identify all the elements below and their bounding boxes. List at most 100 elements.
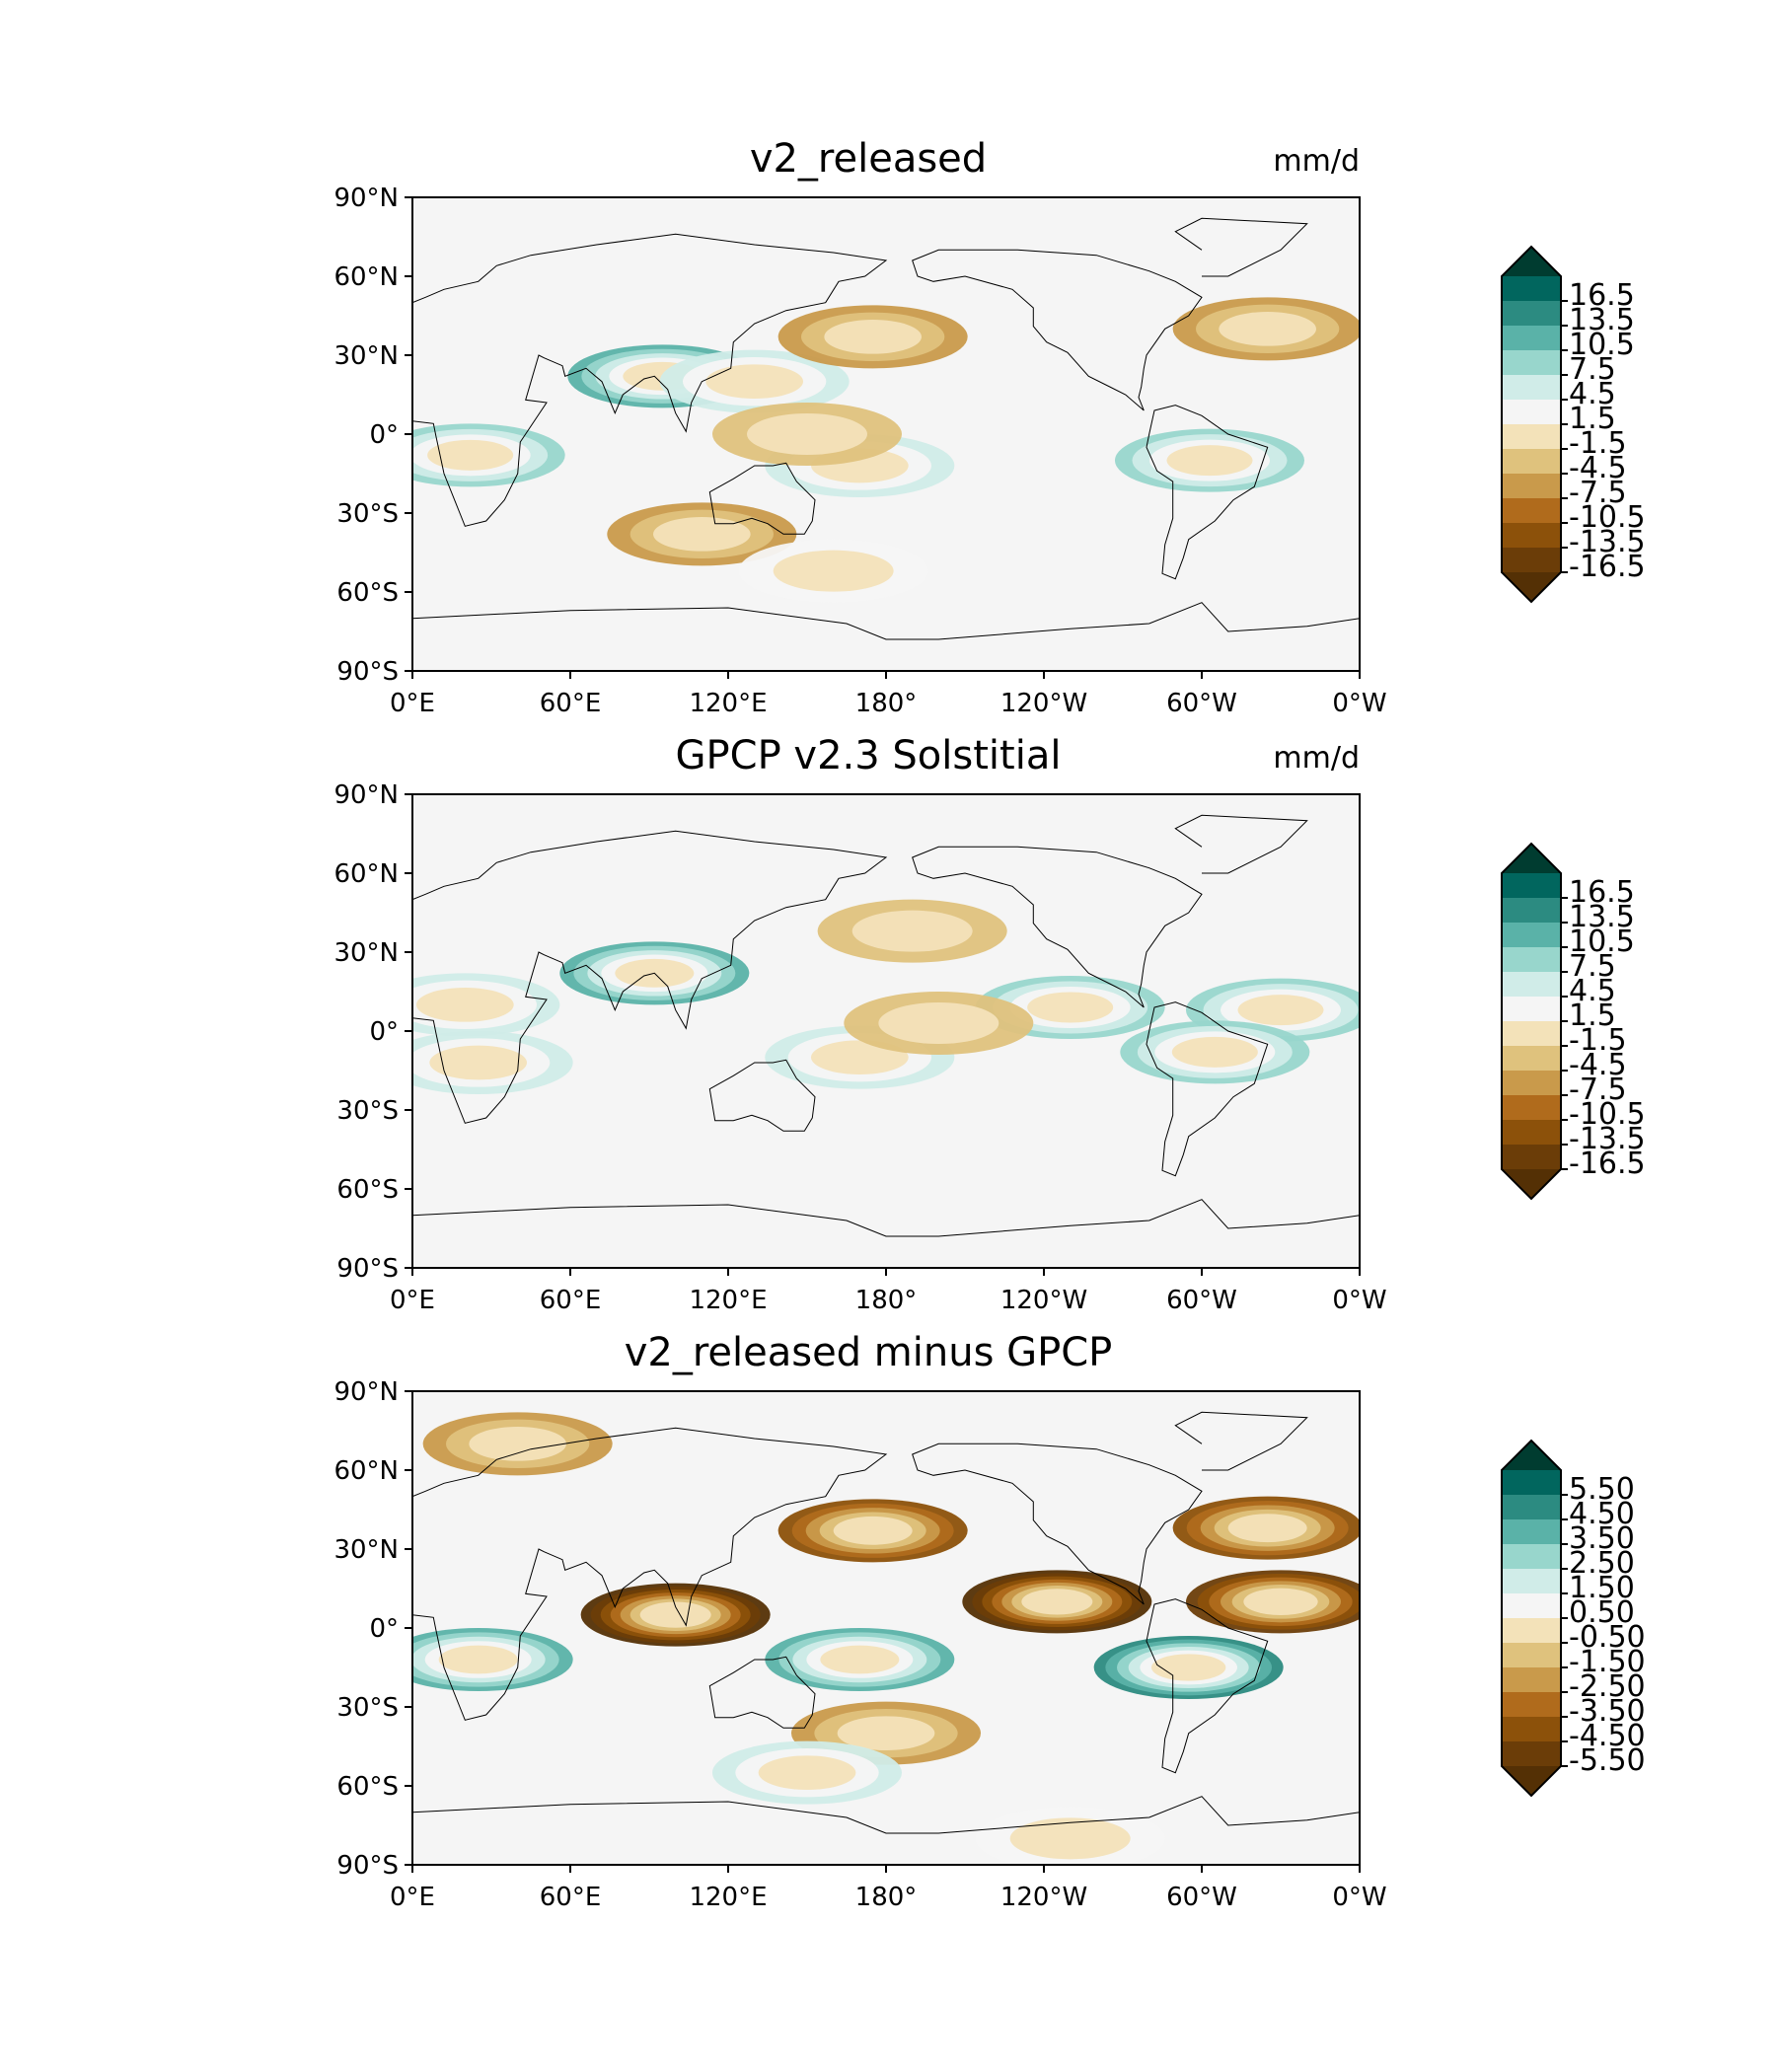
colorbar-tick-label: -1.5 <box>1569 1023 1627 1058</box>
coastline <box>1146 1598 1269 1774</box>
contour-patch <box>878 1002 999 1044</box>
coastline <box>912 1443 1203 1605</box>
colorbar-band <box>1502 1470 1561 1496</box>
contour-patch <box>705 364 804 399</box>
panels: 90°N60°N30°N0°30°S60°S90°S0°E 60°E 120°E 18… <box>333 136 1645 1912</box>
colorbar-band <box>1502 301 1561 327</box>
contour-patch <box>427 439 514 471</box>
colorbar-tick-label: 10.5 <box>1569 328 1635 362</box>
colorbar-band <box>1502 972 1561 998</box>
units-label: mm/d <box>1273 144 1360 179</box>
colorbar-tick-label: -13.5 <box>1569 525 1646 559</box>
contour-field <box>412 217 1360 640</box>
lon-tick-label: 60°E <box>540 1286 602 1315</box>
contour-patch <box>820 1645 900 1674</box>
panel-title: GPCP v2.3 Solstitial <box>676 733 1062 778</box>
contour-patch <box>1243 1588 1318 1616</box>
colorbar-tick-label: 4.5 <box>1569 974 1616 1008</box>
contour-patch <box>653 517 751 552</box>
colorbar-tick-label: -4.50 <box>1569 1719 1646 1753</box>
lat-tick-label: 90°S <box>336 657 399 687</box>
colorbar-band <box>1502 326 1561 351</box>
contour-patch <box>773 550 894 592</box>
colorbar-tick-label: 7.5 <box>1569 949 1616 984</box>
panel-title: v2_released <box>750 136 987 182</box>
coastline <box>412 830 888 1124</box>
lon-tick-label: 0°E <box>390 1883 435 1912</box>
colorbar-tick-label: 2.50 <box>1569 1546 1635 1581</box>
contour-patch <box>1027 992 1114 1023</box>
lat-tick-label: 90°N <box>333 184 399 213</box>
contour-field <box>412 814 1360 1237</box>
colorbar-tick-label: 4.50 <box>1569 1497 1635 1531</box>
contour-patch <box>824 320 923 354</box>
coastline <box>912 846 1203 1008</box>
lon-tick-label: 180° <box>855 689 918 718</box>
lat-tick-label: 60°S <box>336 1772 399 1802</box>
contour-patch <box>438 1645 518 1674</box>
coastline <box>1174 814 1308 874</box>
contour-patch <box>1009 1817 1131 1860</box>
colorbar-band <box>1502 375 1561 401</box>
colorbar-band <box>1502 1046 1561 1072</box>
coastline <box>1146 405 1269 580</box>
colorbar-tick-label: -4.5 <box>1569 451 1627 485</box>
units-label: mm/d <box>1273 741 1360 776</box>
lon-tick-label: 0°E <box>390 689 435 718</box>
colorbar-tick-label: -16.5 <box>1569 1147 1646 1181</box>
coastline <box>412 1796 1360 1834</box>
colorbar-band <box>1502 898 1561 924</box>
colorbar-band <box>1502 523 1561 549</box>
contour-patch <box>1021 1589 1093 1615</box>
colorbar-band <box>1502 1593 1561 1619</box>
coastline <box>412 233 888 527</box>
colorbar-tick-label: 10.5 <box>1569 925 1635 959</box>
colorbar-band <box>1502 1643 1561 1668</box>
map-panel: 90°N 60°N 30°N 0° 30°S 60°S 90°S0°E 60°E 120°E 18… <box>333 1330 1645 1912</box>
colorbar-over-tip <box>1502 1441 1561 1470</box>
lat-tick-label: 30°S <box>336 499 399 529</box>
contour-patch <box>1219 312 1316 346</box>
colorbar-over-tip <box>1502 844 1561 873</box>
lon-tick-label: 60°W <box>1166 689 1237 718</box>
colorbar: 16.513.510.57.54.51.5-1.5-4.5-7.5-10.5-1… <box>1501 842 1646 1201</box>
colorbar-band <box>1502 997 1561 1022</box>
lon-tick-label: 0°W <box>1332 1883 1386 1912</box>
lat-tick-label: 30°N <box>333 1535 399 1565</box>
panel-title: v2_released minus GPCP <box>625 1330 1113 1375</box>
contour-patch <box>747 413 867 455</box>
coastline <box>412 1427 888 1721</box>
colorbar-tick-label: 1.5 <box>1569 402 1616 436</box>
contour-patch <box>1166 445 1253 477</box>
lat-tick-label: 90°N <box>333 1377 399 1407</box>
lon-tick-label: 0°W <box>1332 1286 1386 1315</box>
lat-tick-label: 0° <box>369 1017 399 1047</box>
colorbar-tick-label: 16.5 <box>1569 875 1635 910</box>
colorbar-tick-label: -5.50 <box>1569 1743 1646 1778</box>
colorbar-band <box>1502 1095 1561 1121</box>
colorbar-tick-label: 1.5 <box>1569 999 1616 1033</box>
lat-tick-label: 0° <box>369 420 399 450</box>
contour-patch <box>1227 1514 1307 1543</box>
colorbar-tick-label: -7.5 <box>1569 476 1627 510</box>
colorbar-tick-label: -3.50 <box>1569 1694 1646 1729</box>
colorbar-tick-label: 3.50 <box>1569 1521 1635 1556</box>
colorbar-band <box>1502 923 1561 948</box>
coastline <box>1146 1001 1269 1177</box>
lon-tick-label: 120°E <box>689 689 767 718</box>
colorbar-band <box>1502 424 1561 450</box>
colorbar-tick-label: 5.50 <box>1569 1472 1635 1507</box>
colorbar-band <box>1502 1618 1561 1644</box>
colorbar-band <box>1502 1667 1561 1693</box>
lat-tick-label: 30°N <box>333 341 399 371</box>
colorbar-tick-label: -1.50 <box>1569 1645 1646 1679</box>
colorbar-tick-label: 0.50 <box>1569 1595 1635 1630</box>
contour-patch <box>833 1516 913 1545</box>
colorbar-tick-label: 13.5 <box>1569 303 1635 337</box>
lon-tick-label: 120°W <box>1000 689 1087 718</box>
lon-tick-label: 60°W <box>1166 1883 1237 1912</box>
contour-patch <box>1237 995 1324 1026</box>
lat-tick-label: 60°N <box>333 1456 399 1486</box>
colorbar: 16.513.510.57.54.51.5-1.5-4.5-7.5-10.5-1… <box>1501 245 1646 604</box>
